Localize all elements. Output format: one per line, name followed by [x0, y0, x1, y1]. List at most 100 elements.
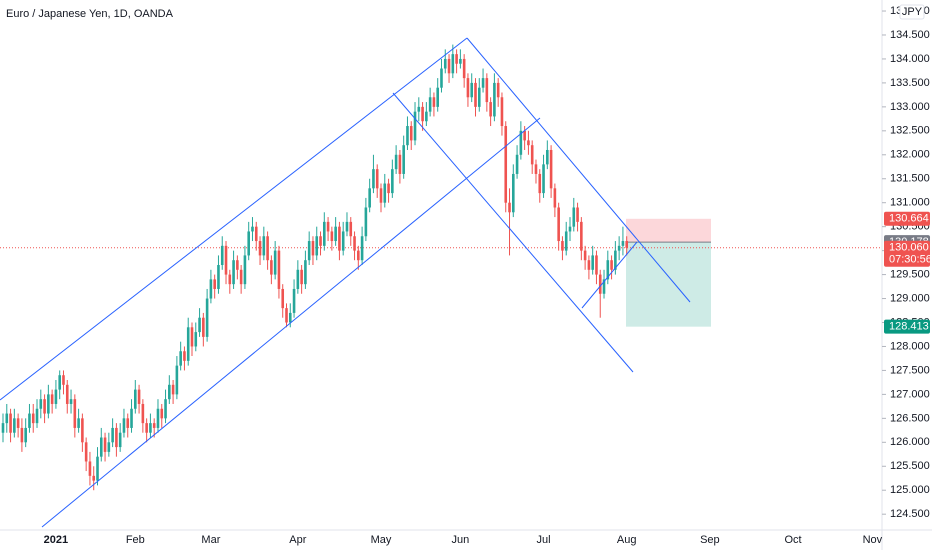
candle-body: [152, 423, 156, 428]
candle-body: [288, 312, 292, 323]
candle-body: [134, 389, 137, 409]
candle-body: [39, 399, 43, 409]
candle-body: [508, 202, 511, 213]
candle-body: [587, 260, 591, 270]
candle-body: [323, 221, 326, 246]
candle-body: [50, 394, 54, 404]
candle-body: [5, 413, 9, 424]
candle-body: [247, 231, 250, 256]
candle-body: [43, 399, 46, 414]
price-tag-sublabel: 07:30:56: [889, 254, 932, 266]
candle-body: [440, 68, 443, 88]
candle-body: [512, 173, 515, 213]
y-tick-label: 129.000: [890, 292, 930, 304]
candle-body: [277, 250, 281, 289]
candle-body: [190, 327, 194, 347]
candle-body: [561, 241, 564, 251]
candle-body: [477, 87, 481, 107]
candle-body: [179, 351, 182, 366]
candle-body: [156, 408, 160, 428]
price-tag-label: 128.413: [889, 321, 929, 333]
candle-body: [409, 126, 413, 141]
candle-body: [496, 82, 500, 98]
candle-body: [81, 418, 84, 443]
candle-body: [254, 226, 258, 242]
candle-body: [462, 58, 466, 79]
candle-body: [239, 269, 243, 285]
candle-body: [500, 97, 504, 127]
candle-body: [232, 260, 235, 285]
x-tick-label: Jul: [537, 534, 551, 546]
candle-body: [417, 106, 421, 112]
chart-title: Euro / Japanese Yen, 1D, OANDA: [6, 8, 174, 20]
candle-body: [564, 231, 568, 251]
candle-body: [530, 145, 534, 165]
x-tick-label: Oct: [784, 534, 801, 546]
candle-body: [103, 437, 107, 452]
candle-body: [13, 418, 16, 433]
candle-body: [164, 399, 167, 419]
trend-line: [0, 37, 468, 401]
candle-body: [319, 236, 322, 246]
candle-body: [357, 250, 360, 261]
candle-body: [591, 255, 594, 270]
candle-body: [436, 87, 439, 107]
y-tick-label: 126.500: [890, 412, 930, 424]
candle-body: [459, 58, 462, 64]
candle-body: [406, 126, 409, 146]
candle-body: [447, 58, 451, 74]
candle-body: [171, 384, 175, 395]
candle-body: [504, 126, 508, 203]
y-tick-label: 125.000: [890, 484, 930, 496]
candle-body: [466, 78, 470, 98]
candle-body: [489, 102, 492, 117]
candle-body: [345, 221, 349, 232]
trend-line: [392, 92, 634, 373]
x-tick-label: Nov: [863, 534, 883, 546]
candle-body: [126, 418, 130, 428]
candle-body: [372, 169, 375, 189]
candle-body: [383, 183, 387, 203]
candle-body: [292, 288, 296, 313]
candle-body: [617, 245, 621, 251]
candle-body: [349, 221, 353, 237]
candle-body: [77, 418, 80, 428]
candle-body: [296, 269, 300, 289]
candle-body: [338, 226, 341, 251]
candle-body: [205, 298, 209, 337]
candle-body: [421, 106, 424, 122]
candle-body: [47, 394, 50, 414]
candle-body: [24, 427, 27, 443]
candle-body: [122, 418, 126, 433]
candle-body: [84, 442, 88, 462]
candle-body: [107, 442, 111, 452]
candle-body: [451, 54, 455, 74]
candle-body: [168, 384, 171, 400]
candle-body: [353, 236, 356, 251]
candle-body: [65, 384, 69, 404]
candle-body: [209, 279, 213, 299]
candle-body: [493, 82, 496, 117]
y-tick-label: 126.000: [890, 436, 930, 448]
candle-body: [519, 130, 523, 155]
candle-body: [614, 250, 617, 270]
candle-body: [88, 461, 92, 476]
x-tick-label: Aug: [617, 534, 637, 546]
candle-body: [398, 154, 402, 174]
y-tick-label: 132.000: [890, 149, 930, 161]
candle-body: [534, 164, 538, 174]
candle-body: [455, 54, 458, 64]
candle-body: [326, 221, 330, 232]
candle-body: [576, 207, 579, 222]
trend-line: [41, 117, 541, 528]
y-tick-label: 133.500: [890, 77, 930, 89]
candle-body: [281, 288, 285, 309]
candle-body: [311, 241, 315, 256]
candle-body: [546, 149, 549, 165]
price-tag: [884, 211, 930, 226]
candle-body: [62, 375, 65, 385]
candle-body: [557, 207, 560, 242]
candle-body: [217, 265, 220, 289]
candle-body: [360, 236, 364, 261]
